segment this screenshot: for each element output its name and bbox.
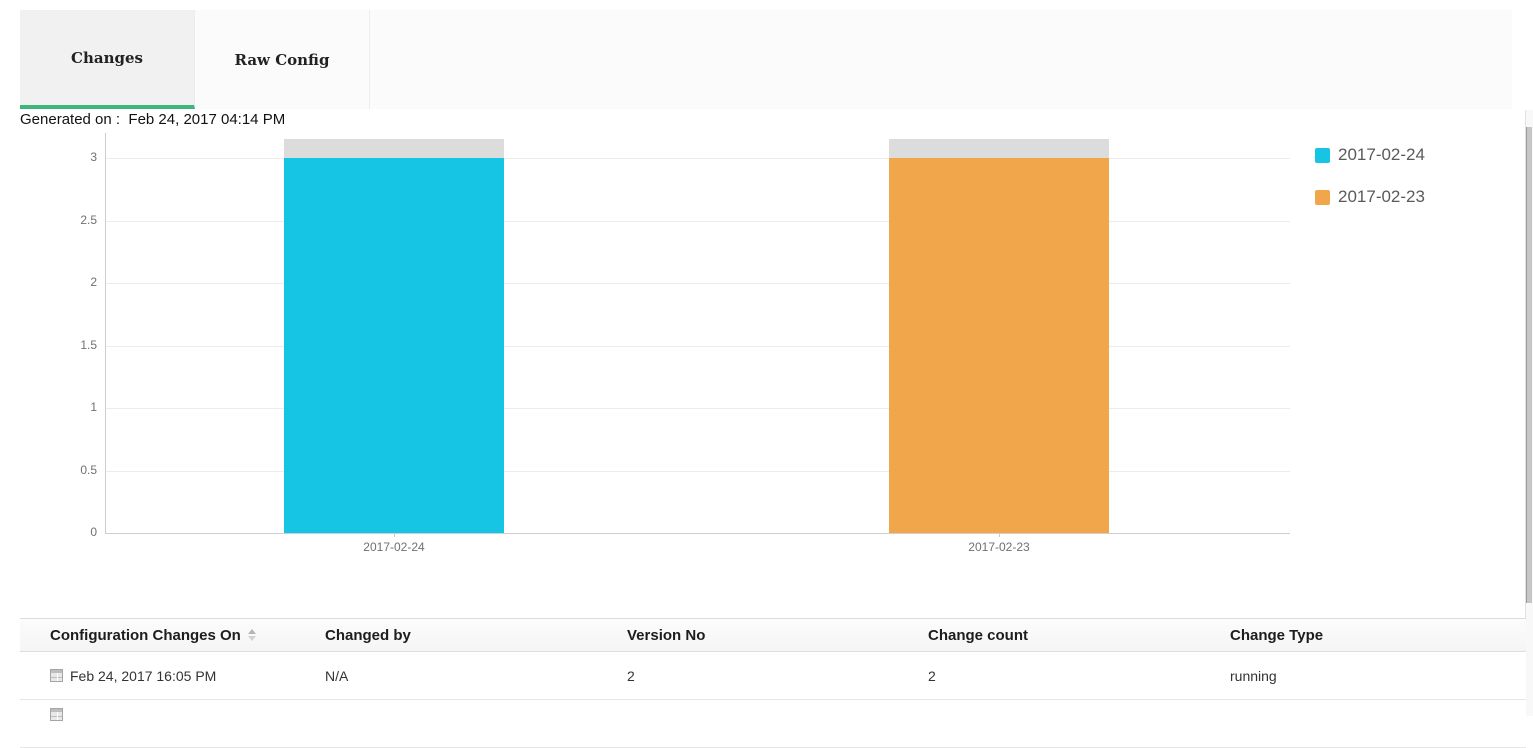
vertical-scrollbar-thumb[interactable] xyxy=(1526,127,1532,603)
vertical-scrollbar-track[interactable] xyxy=(1525,110,1533,716)
legend-label: 2017-02-23 xyxy=(1338,187,1425,206)
gridline-2.5 xyxy=(105,221,1290,222)
col-header-label: Change Type xyxy=(1230,626,1324,644)
legend-swatch-icon xyxy=(1315,147,1330,163)
generated-on: Generated on : Feb 24, 2017 04:14 PM xyxy=(20,111,285,128)
legend-item-2017-02-24[interactable]: 2017-02-24 xyxy=(1315,145,1425,165)
tab-raw-config[interactable]: Raw Config xyxy=(195,10,370,109)
y-tick-label-2.5: 2.5 xyxy=(80,213,97,227)
cell-config-changes-on[interactable] xyxy=(20,700,325,721)
tab-changes[interactable]: Changes xyxy=(20,10,195,109)
gridline-0.5 xyxy=(105,471,1290,472)
gridline-2 xyxy=(105,283,1290,284)
legend-item-2017-02-23[interactable]: 2017-02-23 xyxy=(1315,187,1425,207)
table-row[interactable]: Feb 24, 2017 16:05 PM N/A 2 2 running xyxy=(20,652,1526,700)
gridline-1.5 xyxy=(105,346,1290,347)
config-version-icon[interactable] xyxy=(50,669,63,682)
cell-version-no: 2 xyxy=(627,668,928,684)
cell-changed-by: N/A xyxy=(325,668,627,684)
changes-bar-chart: 0 0.5 1 1.5 2 2.5 3 2017-02-24 2017-02-23 2017-02… xyxy=(0,130,1533,608)
y-tick-label-2: 2 xyxy=(90,275,97,289)
tab-bar: Changes Raw Config xyxy=(20,10,1512,109)
change-type-value: running xyxy=(1230,667,1277,684)
table-row-partial[interactable] xyxy=(20,700,1526,748)
chart-legend: 2017-02-24 2017-02-23 xyxy=(1315,145,1425,229)
table-header-row: Configuration Changes On Changed by Vers… xyxy=(20,619,1526,652)
y-tick-label-1.5: 1.5 xyxy=(80,338,97,352)
x-axis-label-2017-02-23: 2017-02-23 xyxy=(968,540,1030,554)
y-tick-label-0.5: 0.5 xyxy=(80,463,97,477)
bar-gray-cap-2017-02-24 xyxy=(284,139,504,158)
sort-desc-icon xyxy=(247,636,256,641)
changes-table: Configuration Changes On Changed by Vers… xyxy=(20,618,1526,748)
config-version-icon[interactable] xyxy=(50,708,63,721)
bar-2017-02-23[interactable] xyxy=(889,158,1109,533)
y-axis-line xyxy=(105,133,106,533)
col-header-changed-by[interactable]: Changed by xyxy=(325,627,627,644)
legend-swatch-icon xyxy=(1315,189,1330,205)
generated-on-value: Feb 24, 2017 04:14 PM xyxy=(128,111,286,128)
col-header-version-no[interactable]: Version No xyxy=(627,627,928,644)
col-header-label: Change count xyxy=(928,626,1028,644)
y-tick-label-3: 3 xyxy=(90,150,97,164)
bar-gray-cap-2017-02-23 xyxy=(889,139,1109,158)
gridline-0 xyxy=(105,533,1290,534)
sort-asc-icon xyxy=(247,629,256,634)
col-header-config-changes-on[interactable]: Configuration Changes On xyxy=(20,627,325,644)
col-header-change-type[interactable]: Change Type xyxy=(1230,627,1526,644)
col-header-label: Changed by xyxy=(325,626,411,644)
legend-label: 2017-02-24 xyxy=(1338,145,1425,164)
col-header-label: Version No xyxy=(627,626,706,644)
changed-by-value: N/A xyxy=(325,667,349,684)
x-tick-2017-02-23 xyxy=(999,533,1000,537)
col-header-change-count[interactable]: Change count xyxy=(928,627,1230,644)
gridline-3 xyxy=(105,158,1290,159)
cell-change-type: running xyxy=(1230,668,1526,684)
gridline-1 xyxy=(105,408,1290,409)
bar-2017-02-24[interactable] xyxy=(284,158,504,533)
y-tick-label-1: 1 xyxy=(90,400,97,414)
sort-toggle-icon[interactable] xyxy=(247,629,256,641)
tab-changes-label: Changes xyxy=(71,48,143,67)
cell-change-count: 2 xyxy=(928,668,1230,684)
tab-raw-config-label: Raw Config xyxy=(234,50,330,69)
x-axis-label-2017-02-24: 2017-02-24 xyxy=(363,540,425,554)
col-header-label: Configuration Changes On xyxy=(50,626,241,644)
cell-config-changes-on[interactable]: Feb 24, 2017 16:05 PM xyxy=(20,668,325,684)
config-changes-on-value: Feb 24, 2017 16:05 PM xyxy=(70,667,217,684)
x-tick-2017-02-24 xyxy=(394,533,395,537)
version-no-value: 2 xyxy=(627,667,635,684)
generated-on-label: Generated on : xyxy=(20,111,121,128)
y-tick-label-0: 0 xyxy=(90,525,97,539)
change-count-value: 2 xyxy=(928,667,936,684)
